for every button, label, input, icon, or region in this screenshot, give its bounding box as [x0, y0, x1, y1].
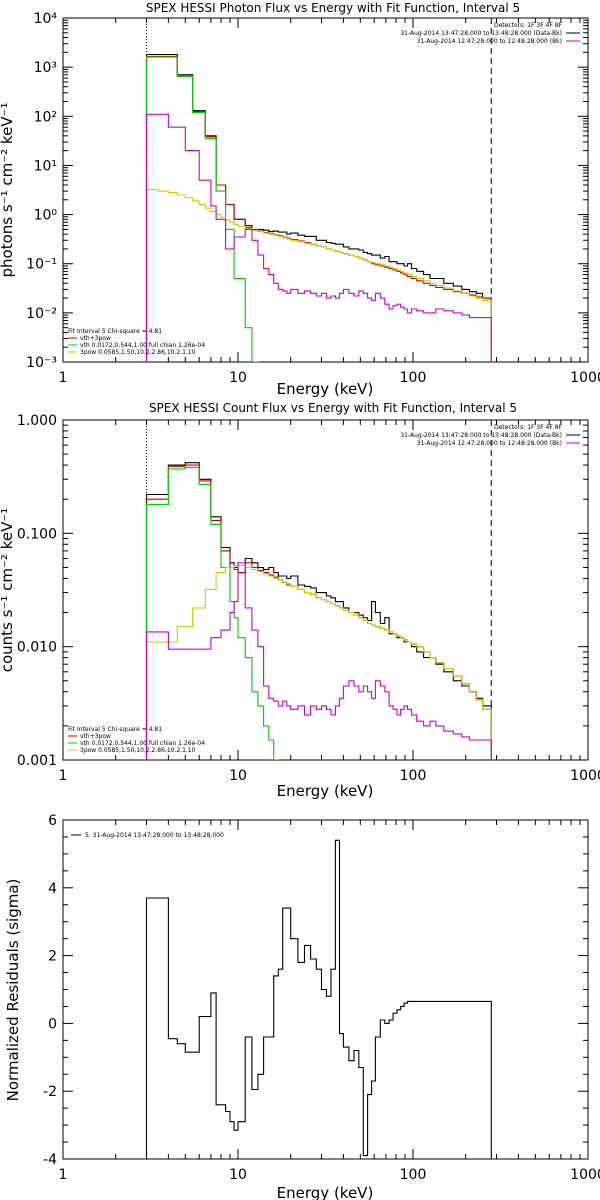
legend-text: 31-Aug-2014 12:47:28.000 to 12:48:28.000… [417, 440, 562, 447]
legend-text: vth 0.0172,0.544,1.00 full chian 1.26e-0… [80, 740, 205, 747]
x-tick-label: 1 [59, 370, 68, 386]
series-bk [145, 113, 492, 362]
legend-bottom-left: Fit Interval 5 Chi-square = 4.81vth+3pow… [68, 726, 205, 754]
series-vth-3pow [145, 464, 492, 760]
photon-flux-chart: SPEX HESSI Photon Flux vs Energy with Fi… [0, 1, 600, 398]
legend-text: Detectors: 1F 3F 4F 8F [494, 424, 563, 431]
x-axis-label: Energy (keV) [277, 1184, 374, 1200]
y-tick-label: 10² [34, 109, 57, 125]
x-tick-label: 10 [229, 370, 247, 386]
y-tick-label: 0 [48, 1016, 57, 1032]
x-tick-label: 1 [59, 768, 68, 784]
series-bk [145, 562, 492, 760]
y-tick-label: 10⁻³ [26, 355, 57, 371]
y-tick-label: -2 [43, 1084, 57, 1100]
y-tick-label: 10⁴ [34, 11, 58, 27]
y-tick-label: 0.100 [17, 526, 57, 542]
y-tick-label: 10⁰ [34, 208, 58, 224]
y-tick-label: 0.010 [17, 640, 57, 656]
legend-text: 3pow 0.0585,1.50,10.2,2.86,10.2,1.10 [80, 349, 196, 356]
reference-lines [145, 18, 492, 362]
reference-lines [145, 420, 492, 760]
legend-text: Detectors: 1F 3F 4F 8F [494, 22, 563, 29]
x-tick-label: 10 [229, 1167, 247, 1183]
x-axis-label: Energy (keV) [277, 782, 374, 800]
legend-text: vth+3pow [80, 733, 111, 740]
y-tick-label: 1.000 [17, 413, 57, 429]
legend-text: 5, 31-Aug-2014 13:47:28.000 to 13:48:28.… [85, 832, 224, 839]
legend-text: Fit Interval 5 Chi-square = 4.81 [68, 726, 162, 733]
y-tick-label: 0.001 [17, 753, 57, 769]
legend-top-left: 5, 31-Aug-2014 13:47:28.000 to 13:48:28.… [71, 832, 224, 839]
legend-text: Fit Interval 5 Chi-square = 4.81 [68, 328, 162, 335]
x-tick-label: 1 [59, 1167, 68, 1183]
y-tick-label: 10¹ [34, 158, 57, 174]
chart-title: SPEX HESSI Photon Flux vs Energy with Fi… [146, 1, 520, 15]
chart-title: SPEX HESSI Count Flux vs Energy with Fit… [149, 401, 517, 415]
y-tick-label: 6 [48, 813, 57, 829]
legend-text: vth 0.0172,0.544,1.00 full chian 1.26e-0… [80, 342, 205, 349]
count-flux-chart: SPEX HESSI Count Flux vs Energy with Fit… [0, 401, 600, 800]
y-tick-label: 4 [48, 881, 57, 897]
x-tick-label: 100 [400, 370, 427, 386]
series-group [145, 462, 492, 760]
legend-text: vth+3pow [80, 335, 111, 342]
y-tick-label: 2 [48, 949, 57, 965]
series-group [145, 54, 492, 362]
legend-bottom-left: Fit Interval 5 Chi-square = 4.81vth+3pow… [68, 328, 205, 356]
series-vth [145, 56, 265, 362]
legend-text: 31-Aug-2014 12:47:28.000 to 12:48:28.000… [417, 38, 562, 45]
series-data-bk [145, 462, 492, 760]
y-axis-label: counts s⁻¹ cm⁻² keV⁻¹ [0, 508, 16, 673]
y-tick-label: -4 [43, 1152, 57, 1168]
x-axis-label: Energy (keV) [277, 380, 374, 398]
legend-text: 31-Aug-2014 13:47:28.000 to 13:48:28.000… [400, 30, 562, 37]
x-tick-label: 100 [400, 1167, 427, 1183]
series-vth-3pow [145, 55, 492, 362]
y-tick-label: 10³ [34, 60, 57, 76]
y-tick-label: 10⁻² [26, 306, 57, 322]
plot-frame [62, 419, 589, 761]
plot-frame [62, 17, 589, 363]
series-3pow [145, 564, 492, 760]
y-tick-label: 10⁻¹ [26, 257, 57, 273]
legend-text: 3pow 0.0585,1.50,10.2,2.86,10.2,1.10 [80, 747, 196, 754]
legend-text: 31-Aug-2014 13:47:28.000 to 13:48:28.000… [400, 432, 562, 439]
x-tick-label: 10 [229, 768, 247, 784]
y-axis-label: Normalized Residuals (sigma) [4, 879, 22, 1102]
x-tick-label: 100 [400, 768, 427, 784]
series-3pow [145, 189, 492, 362]
series-vth [145, 467, 279, 760]
y-axis-label: photons s⁻¹ cm⁻² keV⁻¹ [0, 103, 16, 278]
series-5-31-aug-2014-13-47-28-000-to-13-48-28-000 [145, 839, 492, 1159]
series-group [145, 839, 492, 1159]
series-data-bk [145, 54, 492, 362]
